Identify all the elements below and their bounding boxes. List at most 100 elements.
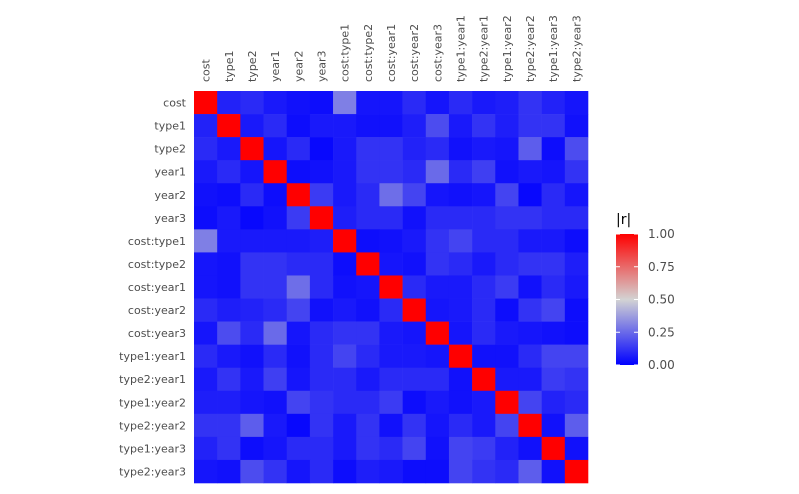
heatmap-cell [402, 321, 427, 345]
legend-tick-label: 0.75 [648, 260, 675, 274]
y-tick-label: type2:year1 [119, 373, 186, 386]
heatmap-cell [425, 344, 450, 369]
heatmap-cell [564, 321, 589, 345]
heatmap-cell [425, 229, 450, 253]
heatmap-cell [286, 114, 311, 138]
heatmap-cell [402, 436, 427, 461]
y-tick-label: type2 [154, 143, 186, 156]
heatmap-cell [564, 252, 589, 276]
x-tick-label: year3 [315, 50, 328, 82]
y-axis-tick-labels: cost type1 type2 year1 year2 year3 cost:type1 c… [119, 97, 187, 479]
heatmap-cell [541, 114, 566, 138]
heatmap-cell [263, 344, 288, 369]
heatmap-cell [564, 436, 589, 461]
heatmap-cell [309, 137, 334, 161]
heatmap-cell [541, 298, 566, 322]
y-tick-label: cost:year2 [128, 304, 186, 317]
heatmap-cell [402, 229, 427, 253]
heatmap-cell [263, 137, 288, 161]
heatmap-cell [448, 183, 473, 207]
heatmap-cell [472, 344, 496, 369]
heatmap-cell [541, 91, 566, 115]
heatmap-cell [333, 229, 357, 253]
heatmap-cell [379, 206, 403, 230]
heatmap-cell [495, 229, 519, 253]
heatmap-cell [333, 321, 357, 345]
heatmap-cell [495, 206, 519, 230]
heatmap-cell [240, 459, 264, 484]
heatmap-cell [286, 436, 311, 461]
heatmap-cell [425, 114, 450, 138]
heatmap-cell [263, 459, 288, 484]
heatmap-cell [240, 321, 264, 345]
heatmap-cell [379, 459, 403, 484]
heatmap-cell [309, 436, 334, 461]
heatmap-cell [356, 275, 380, 299]
heatmap-cell [217, 91, 241, 115]
heatmap-cell [379, 252, 403, 276]
heatmap-cell [194, 206, 218, 230]
heatmap-cell [541, 367, 566, 392]
x-tick-label: type1:year2 [501, 15, 514, 82]
heatmap-cell [379, 114, 403, 138]
heatmap-cell [472, 275, 496, 299]
heatmap-cell [356, 206, 380, 230]
legend-tick-label: 0.50 [648, 293, 675, 307]
heatmap-cell [286, 252, 311, 276]
heatmap-cell [356, 252, 380, 276]
heatmap-cell [448, 137, 473, 161]
heatmap-cell [518, 160, 542, 184]
heatmap-cell [194, 183, 218, 207]
heatmap-cell [356, 344, 380, 369]
heatmap-cell [194, 390, 218, 415]
heatmap-cell [263, 275, 288, 299]
heatmap-cell [425, 252, 450, 276]
heatmap-cell [564, 160, 589, 184]
heatmap-cell [194, 91, 218, 115]
heatmap-cell [356, 298, 380, 322]
heatmap-cell [356, 436, 380, 461]
heatmap-cell [402, 252, 427, 276]
heatmap-cell [564, 298, 589, 322]
heatmap-cell [495, 91, 519, 115]
heatmap-cell [425, 413, 450, 438]
heatmap-cell [564, 275, 589, 299]
heatmap-cell [518, 91, 542, 115]
heatmap-cell [286, 459, 311, 484]
heatmap-cell [402, 160, 427, 184]
heatmap-cell [217, 252, 241, 276]
heatmap-cell [194, 298, 218, 322]
heatmap-cell [263, 436, 288, 461]
heatmap-cell [379, 321, 403, 345]
heatmap-cell [495, 436, 519, 461]
heatmap-cell [495, 137, 519, 161]
heatmap-cell [286, 137, 311, 161]
heatmap-cell [541, 321, 566, 345]
heatmap-cell [240, 390, 264, 415]
heatmap-cell [194, 229, 218, 253]
heatmap-cell [541, 206, 566, 230]
x-tick-label: cost:year3 [431, 24, 444, 82]
heatmap-cell [286, 206, 311, 230]
heatmap-cell [402, 298, 427, 322]
heatmap-cell [286, 91, 311, 115]
heatmap-cell [194, 275, 218, 299]
heatmap-cell [333, 114, 357, 138]
heatmap-cell [448, 91, 473, 115]
heatmap-cell [379, 275, 403, 299]
y-tick-label: type2:year2 [119, 419, 186, 432]
heatmap-cell [564, 114, 589, 138]
x-tick-label: year2 [292, 50, 305, 82]
heatmap-cell [541, 160, 566, 184]
heatmap-cell [448, 275, 473, 299]
heatmap-cell [402, 390, 427, 415]
y-tick-label: year2 [154, 189, 186, 202]
heatmap-cell [495, 252, 519, 276]
heatmap-cell [495, 344, 519, 369]
heatmap-cell [472, 252, 496, 276]
heatmap-cell [333, 206, 357, 230]
heatmap-cell [564, 344, 589, 369]
x-tick-label: type1 [223, 50, 236, 82]
x-axis-tick-labels: cost type1 type2 year1 year2 year3 cost:type1 c… [200, 15, 584, 82]
heatmap-cell [495, 160, 519, 184]
